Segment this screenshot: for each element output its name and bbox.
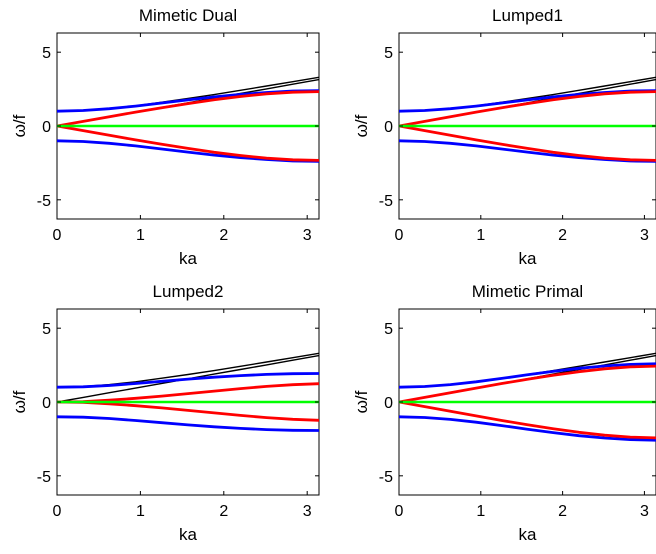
x-axis-label: ka (519, 525, 538, 544)
series-line-3 (399, 362, 656, 389)
series-line-6 (399, 124, 656, 162)
series-group (57, 76, 319, 163)
y-tick-label: -5 (37, 193, 51, 210)
y-tick-label: 5 (42, 45, 51, 62)
x-tick-label: 0 (53, 227, 62, 244)
y-tick-label: 0 (384, 119, 393, 136)
series-group (57, 352, 319, 432)
x-axis-label: ka (179, 525, 198, 544)
x-tick-label: 3 (303, 503, 312, 520)
x-tick-label: 0 (53, 503, 62, 520)
series-line-3 (57, 372, 319, 389)
y-tick-label: -5 (379, 469, 393, 486)
y-tick-label: 5 (384, 321, 393, 338)
subplot-title: Mimetic Primal (472, 282, 583, 301)
x-tick-label: 2 (219, 503, 228, 520)
x-tick-label: 1 (136, 227, 145, 244)
y-axis-label: ω/f (10, 390, 29, 413)
subplot-title: Lumped1 (492, 6, 563, 25)
series-line-4 (57, 415, 319, 432)
y-axis-label: ω/f (352, 390, 371, 413)
series-line-5 (57, 90, 319, 128)
series-line-4 (399, 415, 656, 442)
y-tick-label: -5 (37, 469, 51, 486)
x-tick-label: 1 (136, 503, 145, 520)
y-tick-label: 5 (42, 321, 51, 338)
subplot-title: Mimetic Dual (139, 6, 237, 25)
y-tick-label: 0 (384, 395, 393, 412)
x-axis-label: ka (179, 249, 198, 268)
y-tick-label: 0 (42, 119, 51, 136)
series-line-6 (57, 124, 319, 162)
series-line-1 (57, 352, 319, 388)
series-group (399, 352, 656, 442)
x-tick-label: 2 (219, 227, 228, 244)
y-tick-label: 5 (384, 45, 393, 62)
series-line-6 (57, 400, 319, 422)
series-line-6 (399, 400, 656, 440)
x-tick-label: 0 (395, 227, 404, 244)
subplot-title: Lumped2 (153, 282, 224, 301)
series-line-5 (57, 382, 319, 404)
x-tick-label: 0 (395, 503, 404, 520)
x-tick-label: 2 (558, 503, 567, 520)
series-line-5 (399, 364, 656, 404)
y-axis-label: ω/f (352, 114, 371, 137)
series-group (399, 76, 656, 163)
x-tick-label: 3 (303, 227, 312, 244)
x-axis-label: ka (519, 249, 538, 268)
y-axis-label: ω/f (10, 114, 29, 137)
y-tick-label: 0 (42, 395, 51, 412)
x-tick-label: 3 (640, 227, 649, 244)
x-tick-label: 3 (640, 503, 649, 520)
series-line-1 (399, 352, 656, 388)
x-tick-label: 2 (558, 227, 567, 244)
x-tick-label: 1 (476, 503, 485, 520)
x-tick-label: 1 (476, 227, 485, 244)
series-line-5 (399, 90, 656, 128)
y-tick-label: -5 (379, 193, 393, 210)
